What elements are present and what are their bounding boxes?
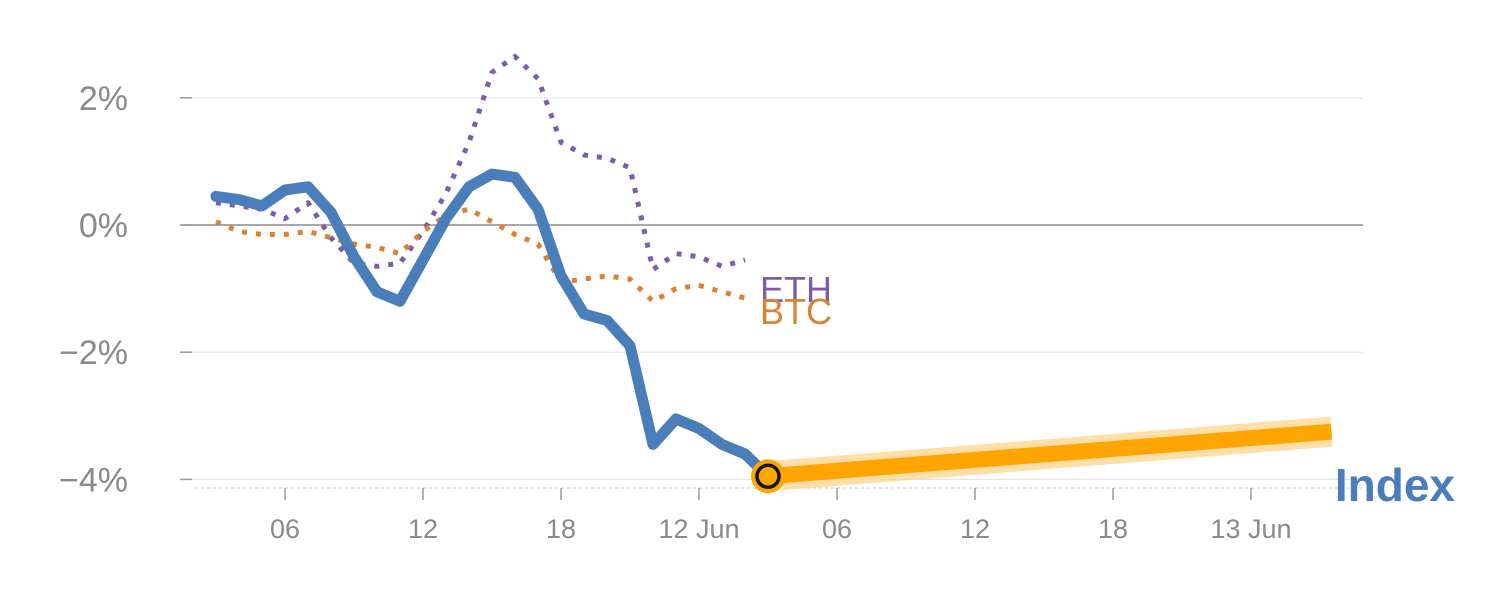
forecast-band-line <box>767 423 1333 485</box>
series-label-btc: BTC <box>760 291 832 332</box>
x-tick-label: 13 Jun <box>1210 514 1291 544</box>
y-tick-label: −4% <box>59 461 128 499</box>
series-line-index <box>210 168 774 482</box>
series-label-eth: ETH <box>760 269 832 310</box>
forecast-band <box>766 416 1333 492</box>
y-tick-label: 2% <box>79 80 128 118</box>
x-tick-label: 12 <box>960 514 990 544</box>
marker-dot <box>755 463 781 489</box>
x-tick-label: 12 <box>408 514 438 544</box>
series-labels: ETH BTC Index <box>760 269 1455 511</box>
x-tick-label: 12 Jun <box>658 514 739 544</box>
x-tick-label: 18 <box>546 514 576 544</box>
y-axis-ticks: 2% 0% −2% −4% <box>59 80 192 499</box>
series-line-eth <box>215 54 746 272</box>
x-axis-ticks: 06 12 18 12 Jun 06 12 18 13 Jun <box>270 488 1292 544</box>
current-point-marker <box>751 459 785 494</box>
series-lines <box>210 54 774 482</box>
y-tick-label: 0% <box>79 207 128 245</box>
y-tick-label: −2% <box>59 334 128 372</box>
x-tick-label: 18 <box>1098 514 1128 544</box>
x-tick-label: 06 <box>270 514 300 544</box>
series-label-index: Index <box>1335 459 1456 511</box>
x-tick-label: 06 <box>822 514 852 544</box>
series-line-btc <box>215 206 746 304</box>
